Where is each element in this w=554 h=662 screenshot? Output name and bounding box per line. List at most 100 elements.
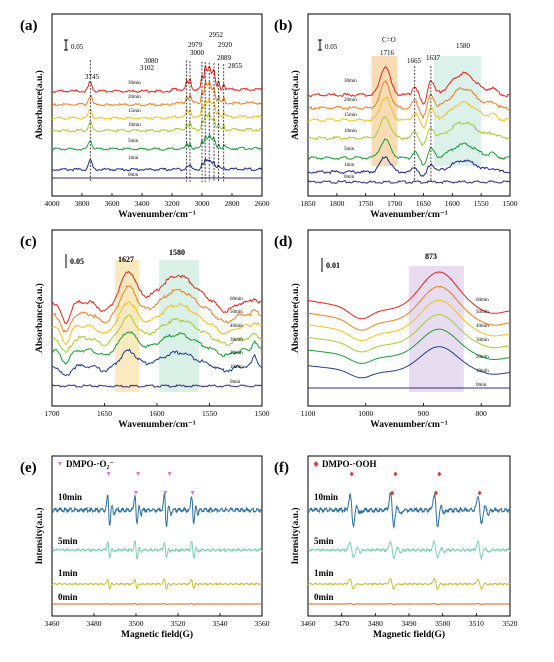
- x-tick-label: 1850: [301, 199, 316, 208]
- peak-label: 1580: [169, 248, 185, 257]
- x-tick-label: 1800: [329, 199, 344, 208]
- x-axis-label: Wavenumber/cm⁻¹: [118, 420, 196, 430]
- x-tick-label: 3500: [435, 619, 450, 628]
- legend-label: DMPO-·OOH: [322, 459, 377, 469]
- x-tick-label: 1600: [150, 409, 165, 418]
- peak-label: 1716: [380, 49, 395, 57]
- series-line: [308, 602, 511, 606]
- y-axis-label: Absorbance(a.u.): [34, 70, 45, 140]
- series-line: [51, 492, 263, 527]
- x-tick-label: 1100: [301, 409, 316, 418]
- x-tick-label: 1600: [445, 199, 460, 208]
- x-tick-label: 800: [476, 409, 488, 418]
- x-tick-label: 1700: [45, 409, 60, 418]
- series-line: [307, 138, 511, 166]
- series-line: [307, 577, 511, 591]
- series-label: 60min: [230, 297, 243, 302]
- peak-marker: [167, 472, 172, 476]
- peak-label: 873: [425, 252, 437, 261]
- series-line: [51, 348, 263, 377]
- series-line: [307, 328, 511, 364]
- series-label: 0min: [58, 592, 78, 602]
- plot-frame: [307, 229, 511, 407]
- peak-marker: [163, 491, 168, 495]
- x-tick-label: 3480: [87, 619, 102, 628]
- highlight-band: [371, 56, 398, 166]
- series-label: 40min: [230, 324, 243, 329]
- x-tick-label: 3520: [171, 619, 186, 628]
- series-line: [51, 64, 263, 94]
- x-tick-label: 3460: [45, 619, 60, 628]
- y-axis-label: Absorbance(a.u.): [34, 283, 45, 353]
- x-tick-label: 3600: [105, 199, 120, 208]
- plot-frame: [307, 455, 511, 617]
- scale-bar-label: 0.05: [325, 43, 338, 51]
- peak-marker: [349, 471, 354, 477]
- x-tick-label: 3500: [129, 619, 144, 628]
- plot-frame: [307, 13, 511, 197]
- x-tick-label: 1500: [503, 199, 518, 208]
- plot-frame: [51, 455, 263, 617]
- panel-label: (a): [20, 18, 38, 34]
- series-label: 0min: [128, 173, 139, 178]
- panel-f: (f) 3460 3470 3480 3490 3500 3510 3520 Magnetic …: [274, 455, 518, 640]
- x-tick-label: 1550: [202, 409, 217, 418]
- peak-label: 2952: [209, 31, 224, 39]
- series-label: 1min: [344, 163, 355, 168]
- series-label: 0min: [476, 383, 487, 388]
- x-tick-label: 3200: [165, 199, 180, 208]
- scale-bar-label: 0.01: [326, 261, 340, 270]
- series-line: [51, 577, 263, 590]
- series-label: 50min: [230, 310, 243, 315]
- series-line: [51, 285, 263, 333]
- series-label: 20min: [230, 351, 243, 356]
- series-label: 15min: [344, 113, 357, 118]
- series-line: [307, 491, 511, 529]
- series-line: [307, 79, 511, 120]
- y-axis-label: Intensity(a.u.): [290, 507, 301, 564]
- series-label: 30min: [128, 81, 141, 86]
- legend-label: DMPO-·O₂⁻: [66, 459, 114, 469]
- series-line: [307, 179, 511, 185]
- series-label: 5min: [314, 536, 334, 546]
- series-line: [51, 314, 263, 353]
- series-line: [52, 603, 263, 606]
- series-label: 10min: [344, 129, 357, 134]
- series-label: 20min: [476, 355, 489, 360]
- series-label: 50min: [476, 310, 489, 315]
- series-label: 10min: [314, 492, 338, 502]
- series-label: 5min: [128, 139, 139, 144]
- series-line: [307, 299, 511, 341]
- x-tick-label: 3000: [195, 199, 210, 208]
- series-line: [307, 314, 511, 353]
- peak-label: 2979: [188, 41, 203, 49]
- x-tick-label: 2600: [255, 199, 270, 208]
- x-axis-label: Magnetic field(G): [373, 629, 445, 640]
- x-tick-label: 4000: [45, 199, 60, 208]
- x-tick-label: 3520: [503, 619, 518, 628]
- legend-marker: [58, 462, 62, 466]
- x-tick-label: 1700: [387, 199, 402, 208]
- x-tick-label: 3540: [213, 619, 228, 628]
- panel-label: (d): [274, 234, 292, 250]
- series-line: [51, 384, 263, 388]
- x-axis-label: Magnetic field(G): [121, 629, 193, 640]
- x-tick-label: 3400: [135, 199, 150, 208]
- series-line: [52, 331, 263, 365]
- peak-marker: [136, 472, 141, 476]
- panel-d: (d) 1100 1000 900 800 Wavenumber/cm⁻¹ Absorban…: [274, 229, 511, 430]
- panel-a: (a) 4000 3800 3600 3400 3200 3000 2800 2600 Waven…: [20, 13, 270, 220]
- y-axis-label: Intensity(a.u.): [34, 507, 45, 564]
- series-line: [307, 271, 511, 320]
- x-axis-label: Wavenumber/cm⁻¹: [118, 210, 196, 220]
- series-line: [307, 285, 511, 331]
- series-line: [51, 79, 263, 107]
- series-label: 30min: [476, 338, 489, 343]
- series-line: [307, 95, 511, 130]
- series-line: [51, 270, 263, 324]
- series-label: 60min: [476, 298, 489, 303]
- series-label: 0min: [314, 592, 334, 602]
- x-tick-label: 3560: [255, 619, 270, 628]
- x-tick-label: 3800: [75, 199, 90, 208]
- x-tick-label: 1500: [255, 409, 270, 418]
